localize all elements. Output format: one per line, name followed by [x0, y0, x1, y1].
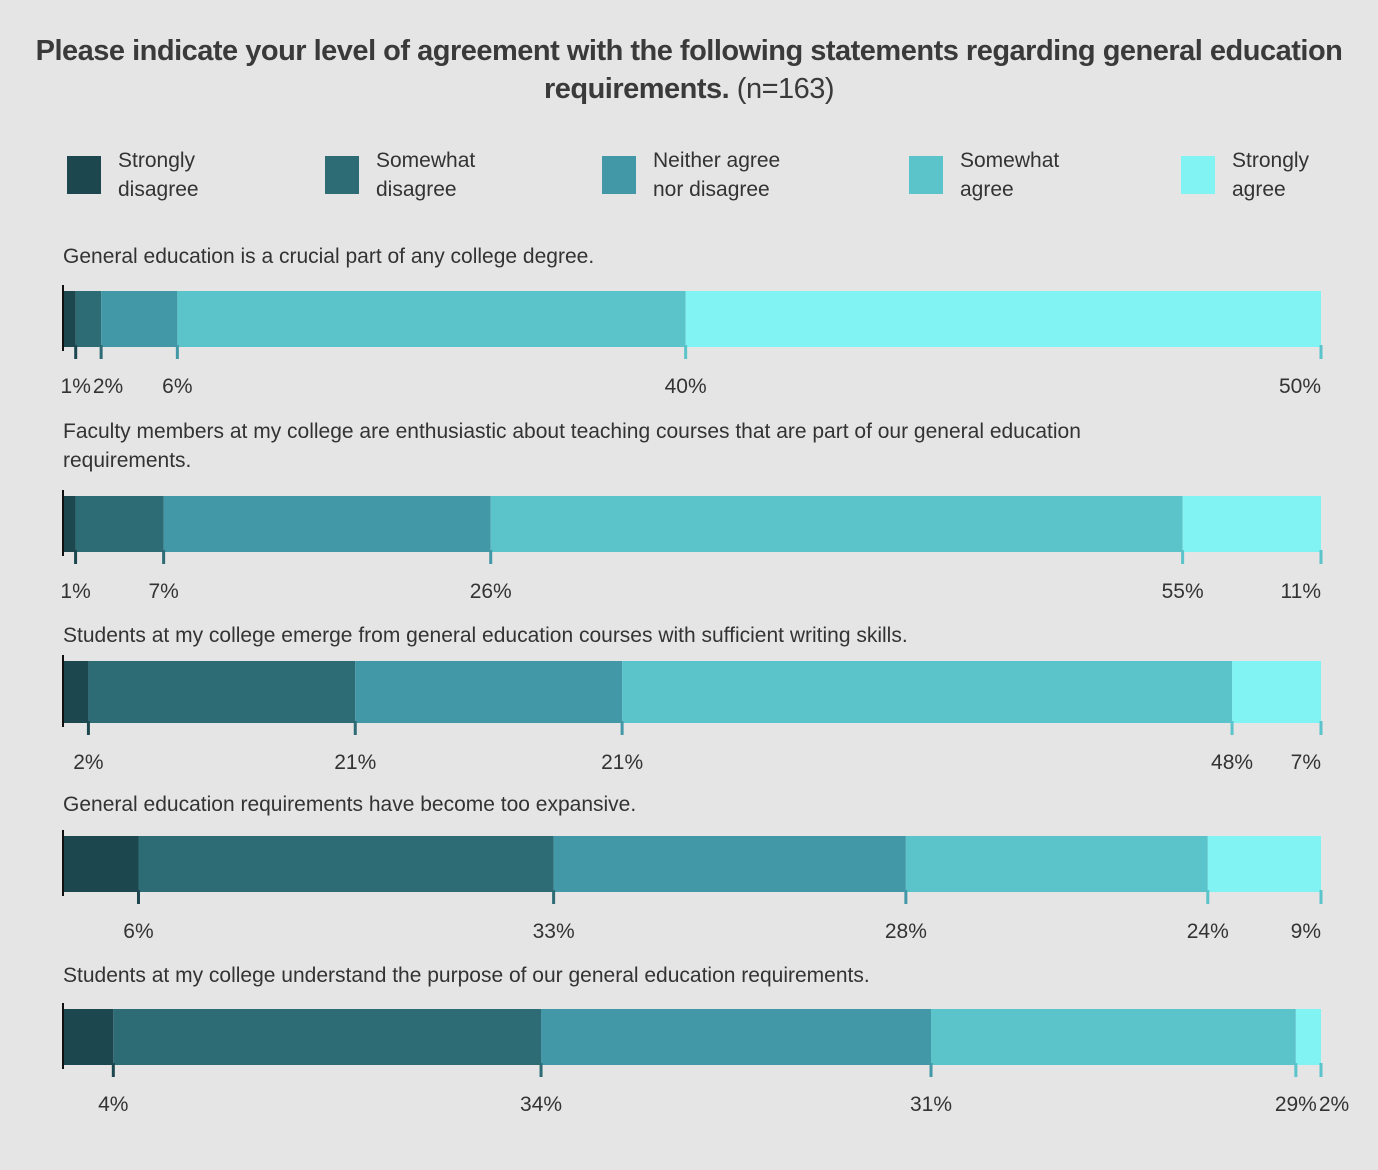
- bar-segment: [490, 496, 1183, 552]
- title-text: Please indicate your level of agreement …: [35, 35, 1343, 105]
- data-label: 2%: [1319, 1093, 1349, 1116]
- bar-segment: [63, 661, 89, 723]
- legend-label: Somewhat disagree: [376, 149, 476, 201]
- legend-swatch: [67, 156, 101, 194]
- data-label: 26%: [470, 580, 512, 603]
- data-label: 34%: [520, 1093, 562, 1116]
- bar-segment: [177, 291, 686, 347]
- legend-item-strongly-agree: Strongly agree: [1181, 146, 1342, 204]
- bar-segment: [88, 661, 356, 723]
- bar-segment: [553, 836, 906, 892]
- legend-label: Strongly agree: [1232, 149, 1310, 201]
- legend-swatch: [602, 156, 636, 194]
- data-label: 33%: [533, 920, 575, 943]
- data-label: 55%: [1162, 580, 1204, 603]
- data-label: 31%: [910, 1093, 952, 1116]
- statement-label: General education requirements have beco…: [63, 793, 637, 816]
- data-label: 11%: [1281, 580, 1321, 603]
- data-label: 40%: [665, 375, 707, 398]
- bar-segment: [685, 291, 1321, 347]
- bar-segment: [75, 496, 164, 552]
- legend-item-somewhat-agree: Somewhat agree: [909, 146, 1090, 204]
- legend-swatch: [1181, 156, 1215, 194]
- bar-segment: [63, 836, 139, 892]
- bar-segment: [1295, 1009, 1321, 1065]
- bar-segment: [1232, 661, 1321, 723]
- bar-segment: [931, 1009, 1296, 1065]
- bar-segment: [63, 496, 76, 552]
- legend-label: Strongly disagree: [118, 149, 199, 201]
- bar-segment: [1182, 496, 1321, 552]
- bar-segment: [63, 291, 76, 347]
- statement-label: Faculty members at my college are enthus…: [63, 420, 1081, 472]
- bar-segment: [622, 661, 1233, 723]
- data-label: 7%: [148, 580, 178, 603]
- legend-item-strongly-disagree: Strongly disagree: [67, 146, 248, 204]
- bar-segment: [138, 836, 554, 892]
- legend-item-somewhat-disagree: Somewhat disagree: [325, 146, 506, 204]
- bar-segment: [101, 291, 178, 347]
- bar-segment: [541, 1009, 932, 1065]
- data-label: 50%: [1279, 375, 1321, 398]
- bar-segment: [355, 661, 623, 723]
- data-label: 6%: [162, 375, 192, 398]
- bar-segment: [63, 1009, 114, 1065]
- statement-label: Students at my college understand the pu…: [63, 964, 870, 987]
- legend-swatch: [325, 156, 359, 194]
- statement-label: General education is a crucial part of a…: [63, 245, 595, 268]
- data-label: 21%: [601, 751, 643, 774]
- bar-segment: [75, 291, 102, 347]
- bar-segment: [1207, 836, 1321, 892]
- legend-label: Somewhat agree: [960, 149, 1060, 201]
- data-label: 24%: [1187, 920, 1229, 943]
- data-label: 9%: [1291, 920, 1321, 943]
- legend-label: Neither agree nor disagree: [653, 149, 781, 201]
- data-label: 7%: [1291, 751, 1321, 774]
- sample-size: (n=163): [736, 73, 835, 105]
- bar-segment: [163, 496, 491, 552]
- data-label: 21%: [334, 751, 376, 774]
- data-label: 2%: [93, 375, 123, 398]
- data-label: 29%: [1275, 1093, 1317, 1116]
- data-label: 4%: [98, 1093, 128, 1116]
- bar-segment: [113, 1009, 542, 1065]
- statement-label: Students at my college emerge from gener…: [63, 624, 908, 647]
- data-label: 2%: [73, 751, 103, 774]
- data-label: 28%: [885, 920, 927, 943]
- data-label: 48%: [1211, 751, 1253, 774]
- legend-item-neither: Neither agree nor disagree: [602, 146, 813, 204]
- chart-title: Please indicate your level of agreement …: [0, 32, 1378, 108]
- data-label: 1%: [61, 375, 91, 398]
- bar-segment: [905, 836, 1208, 892]
- legend-swatch: [909, 156, 943, 194]
- data-label: 1%: [60, 580, 90, 603]
- data-label: 6%: [123, 920, 153, 943]
